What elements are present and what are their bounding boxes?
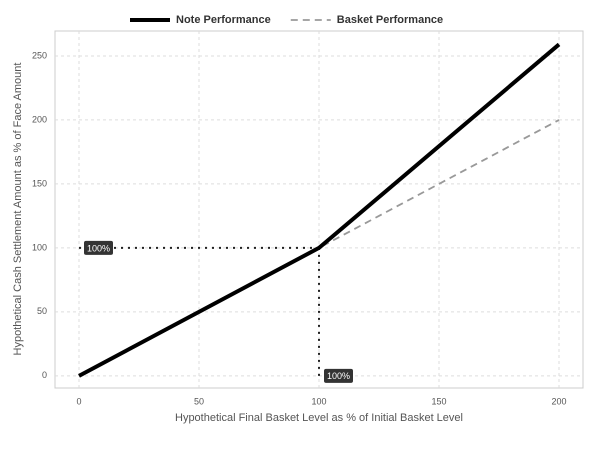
x-tick-label: 150 (431, 396, 446, 406)
y-tick-label: 100 (32, 242, 47, 252)
y-tick-label: 0 (42, 370, 47, 380)
legend-label: Basket Performance (337, 14, 443, 26)
x-tick-label: 0 (76, 396, 81, 406)
x-axis-label: Hypothetical Final Basket Level as % of … (175, 412, 463, 424)
x-tick-label: 200 (551, 396, 566, 406)
annotation-box (324, 368, 353, 383)
legend-label: Note Performance (176, 14, 271, 26)
annotation-label: 100% (87, 243, 110, 253)
y-tick-label: 250 (32, 50, 47, 60)
y-tick-label: 150 (32, 178, 47, 188)
annotation-box (84, 240, 113, 255)
annotation-label: 100% (327, 371, 350, 381)
y-tick-label: 50 (37, 306, 47, 316)
x-tick-label: 100 (311, 396, 326, 406)
plot-area (54, 30, 584, 389)
y-axis-label: Hypothetical Cash Settlement Amount as %… (12, 63, 24, 356)
y-tick-label: 200 (32, 114, 47, 124)
series-line (78, 42, 561, 378)
x-tick-label: 50 (194, 396, 204, 406)
